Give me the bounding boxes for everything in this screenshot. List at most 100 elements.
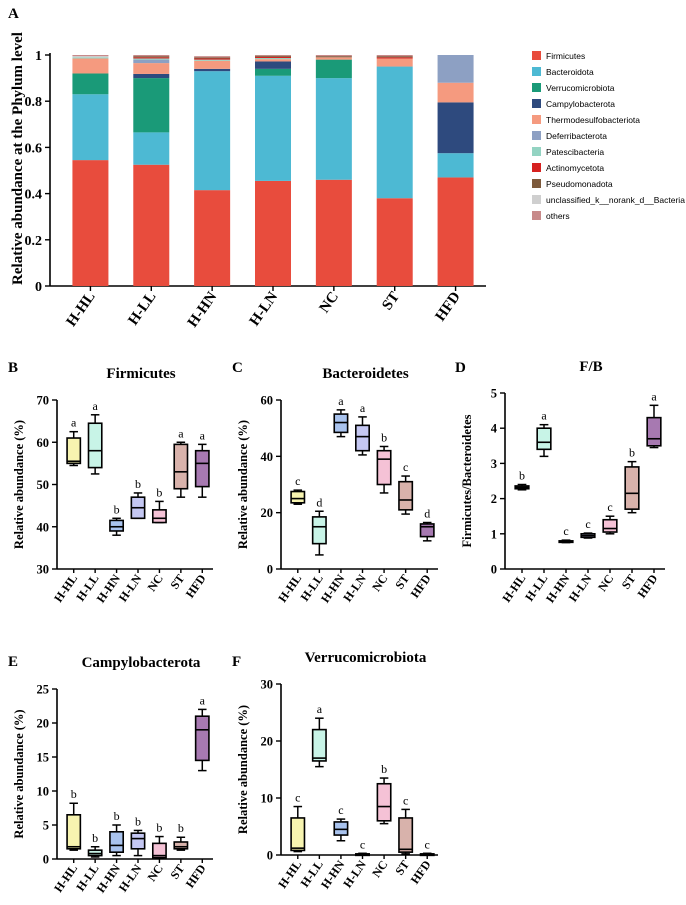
bar-segment <box>315 55 352 57</box>
box <box>130 832 146 850</box>
significance-letter: a <box>651 389 657 403</box>
legend-swatch <box>532 83 541 92</box>
x-tick-label: H-HL <box>51 572 80 605</box>
x-tick-label: H-LN <box>340 857 369 890</box>
bar-segment <box>255 180 291 286</box>
y-axis-label: Relative abundance at the Phylum level <box>10 32 26 285</box>
panel-letter-f: F <box>232 654 241 670</box>
legend-label: others <box>546 211 570 221</box>
x-tick-label: H-HN <box>94 861 124 895</box>
bar-segment <box>72 160 109 286</box>
bar-segment <box>255 55 291 57</box>
y-tick-label: 40 <box>37 520 50 534</box>
x-tick-label: NC <box>317 289 343 316</box>
bar-segment <box>194 57 231 59</box>
x-tick-label: H-LN <box>247 289 282 329</box>
y-tick-label: 5 <box>43 819 49 833</box>
x-tick-label: ST <box>167 572 187 592</box>
box <box>66 437 82 465</box>
bar-segment <box>315 59 352 79</box>
y-axis-label: Firmicutes/Bacteroidetes <box>460 414 474 547</box>
significance-letter: b <box>629 446 635 460</box>
x-tick-label: HFD <box>183 861 209 890</box>
x-tick-label: H-HL <box>64 289 99 330</box>
significance-letter: c <box>563 524 568 538</box>
box <box>290 817 306 852</box>
significance-letter: b <box>178 821 184 835</box>
bar-segment <box>376 56 413 58</box>
legend-swatch <box>532 179 541 188</box>
bar-segment <box>255 68 291 76</box>
y-tick-label: 10 <box>37 785 50 799</box>
y-tick-label: 5 <box>491 387 497 401</box>
bar-segment <box>72 58 109 74</box>
y-tick-label: 0 <box>35 280 42 295</box>
panel-title: Campylobacterota <box>82 655 201 671</box>
legend-label: Bacteroidota <box>546 67 594 77</box>
bar-segment <box>72 57 109 59</box>
y-tick-label: 70 <box>37 394 50 408</box>
significance-letter: c <box>295 474 300 488</box>
y-tick-label: 0.6 <box>25 141 43 156</box>
x-tick-label: ST <box>167 862 187 882</box>
x-tick-label: NC <box>369 858 390 880</box>
x-tick-label: H-LN <box>116 571 145 604</box>
significance-letter: b <box>135 477 141 491</box>
significance-letter: a <box>338 394 344 408</box>
bar-segment <box>72 73 109 95</box>
x-tick-label: HFD <box>408 571 434 600</box>
x-tick-label: ST <box>619 572 639 592</box>
panel-letter-e: E <box>8 654 18 670</box>
box <box>419 523 435 538</box>
campylobacterota-box-plot: Campylobacterota 0 5 10 15 20 25 Relative abund… <box>12 655 213 895</box>
x-tick-label: HFD <box>433 289 464 324</box>
legend-label: Pseudomonadota <box>546 179 613 189</box>
bar-segment <box>194 58 231 60</box>
significance-letter: c <box>425 837 430 851</box>
bar-segment <box>376 57 413 59</box>
y-tick-label: 0.8 <box>25 95 43 110</box>
box <box>536 427 552 451</box>
legend-swatch <box>532 163 541 172</box>
bar-segment <box>72 55 109 57</box>
bar-segment <box>72 56 109 58</box>
significance-letter: c <box>360 837 365 851</box>
x-tick-label: H-LL <box>125 289 159 328</box>
significance-letter: a <box>71 416 77 430</box>
bar-segment <box>376 58 413 67</box>
legend-swatch <box>532 211 541 220</box>
bar-segment <box>194 71 231 191</box>
significance-letter: c <box>403 460 408 474</box>
panel-letter-d: D <box>455 360 466 376</box>
x-tick-label: ST <box>392 858 412 878</box>
y-axis-label: Relative abundance (%) <box>236 420 250 549</box>
panel-title: Verrucomicrobiota <box>305 650 427 666</box>
y-tick-label: 1 <box>35 49 42 64</box>
bar-segment <box>194 60 231 69</box>
x-tick-label: H-HN <box>318 857 348 891</box>
legend-swatch <box>532 115 541 124</box>
y-tick-label: 15 <box>37 751 50 765</box>
bacteroidetes-box-plot: Bacteroidetes 0 20 40 60 Relative abundance (… <box>236 366 438 605</box>
bar-segment <box>133 63 170 74</box>
bar-segment <box>133 78 170 133</box>
significance-letter: a <box>360 401 366 415</box>
x-tick-label: NC <box>369 572 390 594</box>
box <box>376 449 392 486</box>
panel-letter-b: B <box>8 360 18 376</box>
bar-segment <box>255 59 291 62</box>
y-tick-label: 1 <box>491 527 497 541</box>
significance-letter: c <box>295 791 300 805</box>
x-tick-label: HFD <box>408 857 434 886</box>
x-tick-label: H-HL <box>499 572 528 605</box>
box <box>333 821 349 836</box>
panel-letter-a: A <box>8 6 19 22</box>
panel-title: Firmicutes <box>106 366 175 382</box>
bar-segment <box>133 164 170 286</box>
box <box>194 449 210 488</box>
significance-letter: a <box>178 426 184 440</box>
significance-letter: c <box>607 500 612 514</box>
legend-swatch <box>532 51 541 60</box>
box <box>376 782 392 822</box>
significance-letter: a <box>200 693 206 707</box>
